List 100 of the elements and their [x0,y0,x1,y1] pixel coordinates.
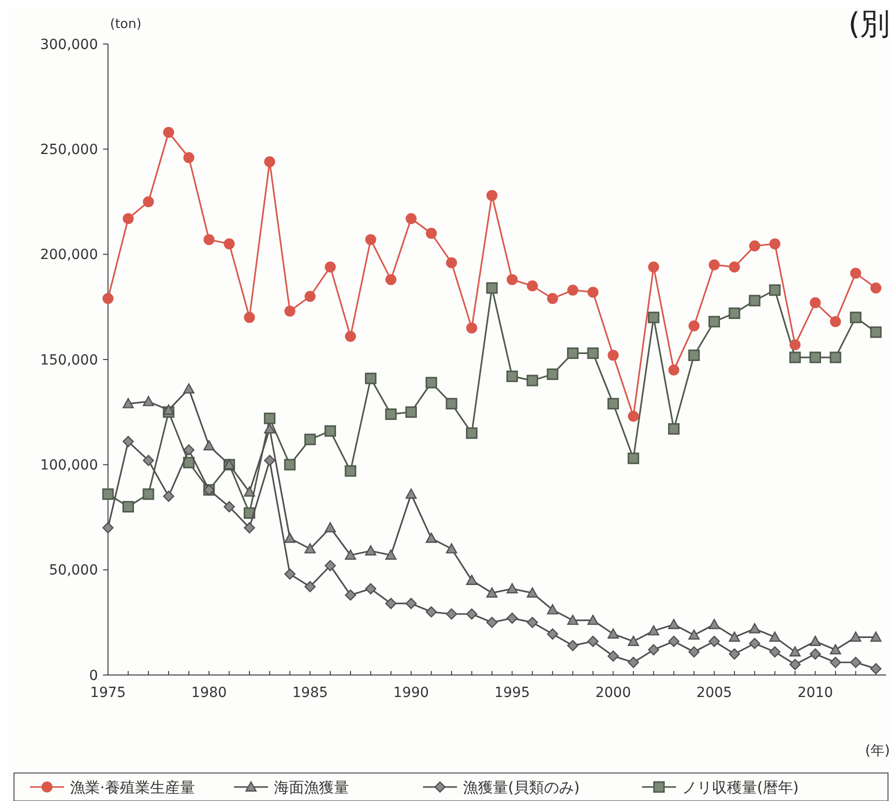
point [304,290,316,302]
point [506,583,518,594]
point [183,383,194,394]
point [587,614,599,625]
y-axis-title: (ton) [110,17,142,32]
point [284,532,296,543]
point [587,636,599,647]
point [466,574,478,585]
point [426,532,437,543]
point [830,352,842,364]
x-tick-label: 2000 [595,685,632,701]
point [870,663,882,674]
point [567,614,578,625]
point [486,587,498,598]
point [870,632,882,642]
point [769,284,781,296]
point [789,658,801,670]
point [526,616,538,628]
point [466,322,478,334]
point [204,234,215,246]
point [304,434,316,446]
point [769,238,780,250]
point [304,581,316,592]
point [405,406,417,418]
point [628,410,639,422]
point [769,646,780,658]
point [284,458,296,470]
point [264,454,276,466]
point [406,488,417,499]
point [385,550,397,560]
y-tick-label: 250,000 [40,142,98,158]
point [668,423,680,435]
point [203,440,215,450]
point [122,213,134,224]
y-tick-label: 200,000 [40,247,98,264]
point [142,454,154,466]
point [728,648,740,660]
point [183,152,194,164]
point [648,625,660,636]
point [648,261,660,272]
point [728,307,740,319]
point [587,347,599,359]
point [142,396,154,406]
point [688,320,700,332]
point [385,598,397,610]
point [183,444,194,456]
point [344,465,356,477]
point [810,297,821,308]
point [749,240,760,252]
legend-label: 海面漁獲量 [274,778,349,796]
point [789,352,801,364]
point [526,587,538,598]
point [546,604,558,614]
y-tick-label: 50,000 [49,562,98,579]
point [224,501,235,512]
legend-label: ノリ収穫量(暦年) [682,778,799,796]
point [324,560,336,572]
x-tick-label: 1990 [393,685,429,701]
point [506,370,518,382]
point [526,374,538,386]
point [769,632,780,642]
point [810,648,821,660]
point [648,312,660,324]
point [688,350,700,362]
point [344,330,356,342]
y-tick-label: 0 [89,668,98,684]
x-tick-label: 1995 [494,685,530,701]
point [708,636,720,647]
point [244,522,256,534]
x-tick-label: 1980 [191,685,227,701]
point [668,618,680,630]
point [244,312,255,323]
point [324,522,336,532]
x-tick-label: 1985 [292,685,328,701]
point [426,228,437,239]
legend-label: 漁業·養殖業生産量 [70,778,195,796]
point [364,372,376,384]
point [850,632,862,642]
point [385,408,397,420]
point [608,350,619,361]
point [628,636,640,646]
point [284,568,296,580]
point [224,238,235,250]
point [668,364,680,376]
point [446,398,458,410]
point [708,618,720,630]
y-tick-label: 100,000 [40,458,98,474]
point [446,543,458,554]
point [648,644,660,656]
point [728,632,740,642]
point [284,306,296,317]
point [628,452,640,464]
point [122,500,134,512]
point [264,423,276,434]
point [830,656,842,668]
point [324,425,336,437]
point [486,616,498,628]
point [102,293,114,304]
x-tick-label: 2005 [696,685,732,701]
point [607,398,619,410]
